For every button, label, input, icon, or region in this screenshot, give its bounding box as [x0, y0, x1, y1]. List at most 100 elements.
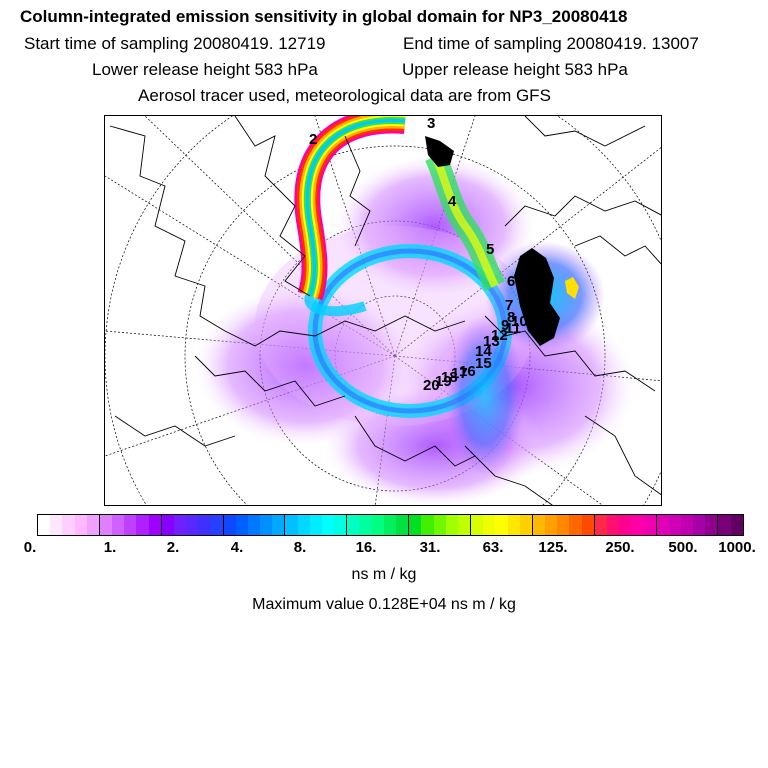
colorbar-swatch: [532, 515, 546, 535]
traj-label: 17: [451, 365, 468, 382]
coastlines: [109, 116, 661, 505]
colorbar-swatch: [471, 515, 484, 535]
colorbar-swatch: [421, 515, 434, 535]
colorbar-tick: 31.: [419, 539, 441, 556]
traj-label: 20: [423, 377, 440, 394]
colorbar-swatch: [173, 515, 187, 535]
traj-label: 13: [483, 333, 500, 350]
colorbar-swatch: [594, 515, 607, 535]
colorbar-swatch: [371, 515, 384, 535]
colorbar-swatch: [730, 515, 743, 535]
lower-release-height: Lower release height 583 hPa: [92, 60, 318, 79]
colorbar-swatch: [297, 515, 310, 535]
traj-label: 15: [475, 355, 492, 372]
colorbar-swatch: [433, 515, 446, 535]
colorbar-swatch: [383, 515, 396, 535]
traj-label: 8: [507, 309, 515, 326]
colorbar-swatch: [136, 515, 149, 535]
colorbar-swatch: [347, 515, 360, 535]
traj-label: 19: [435, 373, 452, 390]
polar-map: 2 3 4 5 6 7 8 9 10 11 12 13 14 15 16 17 …: [104, 115, 662, 506]
colorbar-swatch: [86, 515, 100, 535]
colorbar-swatch: [161, 515, 174, 535]
colorbar-swatch: [445, 515, 458, 535]
upper-release-height: Upper release height 583 hPa: [402, 60, 628, 79]
traj-label: 12: [491, 327, 508, 344]
colorbar-swatch: [124, 515, 137, 535]
colorbar-swatch: [705, 515, 719, 535]
colorbar-swatch: [507, 515, 520, 535]
tracer-note: Aerosol tracer used, meteorological data…: [138, 86, 551, 105]
colorbar-swatch: [334, 515, 348, 535]
colorbar: [37, 514, 744, 536]
colorbar-swatch: [643, 515, 657, 535]
colorbar-swatch: [495, 515, 508, 535]
colorbar-tick: 0.: [23, 539, 37, 556]
max-value: Maximum value 0.128E+04 ns m / kg: [252, 596, 516, 613]
colorbar-swatch: [483, 515, 496, 535]
colorbar-swatch: [99, 515, 113, 535]
colorbar-swatch: [395, 515, 410, 535]
colorbar-swatch: [606, 515, 620, 535]
colorbar-swatch: [668, 515, 681, 535]
trajectory-labels: 2 3 4 5 6 7 8 9 10 11 12 13 14 15 16 17 …: [309, 116, 528, 394]
chart-title: Column-integrated emission sensitivity i…: [20, 7, 628, 26]
traj-label: 6: [507, 273, 515, 290]
colorbar-swatch: [272, 515, 286, 535]
colorbar-swatch: [186, 515, 199, 535]
traj-label: 2: [309, 131, 317, 148]
colorbar-tick: 16.: [355, 539, 377, 556]
colorbar-swatch: [631, 515, 644, 535]
colorbar-swatch: [569, 515, 582, 535]
colorbar-swatch: [38, 515, 51, 535]
colorbar-swatch: [680, 515, 694, 535]
colorbar-swatch: [260, 515, 273, 535]
colorbar-swatch: [112, 515, 125, 535]
colorbar-swatch: [285, 515, 298, 535]
traj-label: 5: [486, 241, 494, 258]
traj-label: 16: [459, 363, 476, 380]
colorbar-swatch: [74, 515, 87, 535]
colorbar-tick: 63.: [482, 539, 504, 556]
colorbar-swatch: [656, 515, 669, 535]
colorbar-tick: 1.: [103, 539, 117, 556]
colorbar-tick: 8.: [293, 539, 307, 556]
colorbar-swatch: [409, 515, 422, 535]
colorbar-swatch: [359, 515, 372, 535]
map-canvas: 2 3 4 5 6 7 8 9 10 11 12 13 14 15 16 17 …: [105, 116, 661, 505]
colorbar-swatch: [210, 515, 224, 535]
traj-label: 18: [441, 369, 458, 386]
traj-label: 7: [505, 297, 513, 314]
traj-label: 14: [475, 343, 492, 360]
trajectory-plume: [294, 116, 406, 317]
colorbar-swatch: [457, 515, 472, 535]
start-time: Start time of sampling 20080419. 12719: [24, 34, 326, 53]
colorbar-swatch: [309, 515, 322, 535]
colorbar-tick: 250.: [605, 539, 635, 556]
colorbar-swatch: [581, 515, 595, 535]
colorbar-swatch: [235, 515, 248, 535]
colorbar-tick: 125.: [538, 539, 568, 556]
colorbar-swatch: [718, 515, 731, 535]
colorbar-swatch: [148, 515, 162, 535]
colorbar-swatch: [50, 515, 63, 535]
traj-label: 10: [511, 313, 528, 330]
colorbar-swatch: [545, 515, 558, 535]
colorbar-swatch: [519, 515, 533, 535]
colorbar-swatch: [619, 515, 632, 535]
colorbar-unit: ns m / kg: [351, 566, 417, 583]
traj-label: 4: [448, 193, 457, 210]
colorbar-swatch: [557, 515, 570, 535]
colorbar-swatch: [223, 515, 236, 535]
colorbar-swatch: [198, 515, 211, 535]
colorbar-tick: 4.: [230, 539, 244, 556]
traj-label: 11: [505, 320, 521, 337]
traj-label: 9: [501, 317, 509, 334]
colorbar-tick: 2.: [166, 539, 180, 556]
traj-label: 3: [427, 116, 435, 132]
end-time: End time of sampling 20080419. 13007: [403, 34, 699, 53]
colorbar-swatch: [247, 515, 261, 535]
colorbar-tick: 500.: [668, 539, 698, 556]
colorbar-swatch: [321, 515, 335, 535]
colorbar-swatch: [62, 515, 75, 535]
